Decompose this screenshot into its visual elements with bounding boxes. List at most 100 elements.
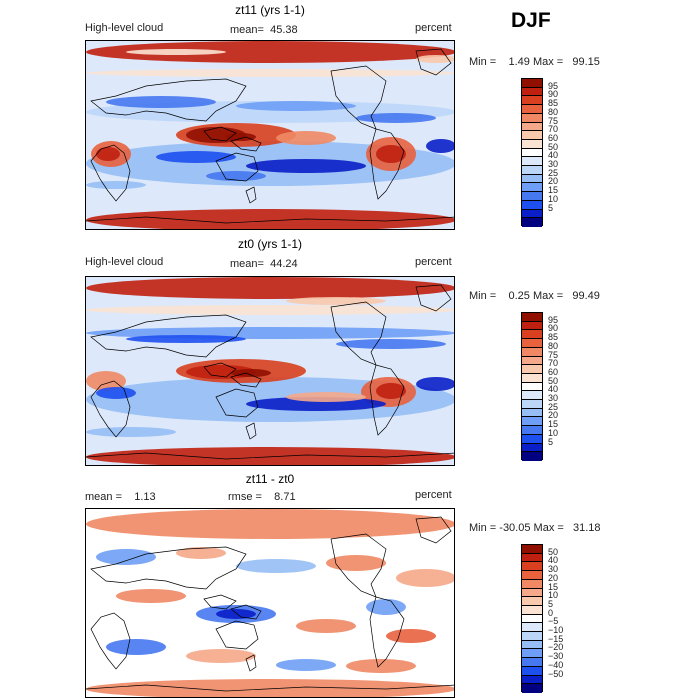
coastline — [215, 620, 259, 650]
colorbar-tick-label: 80 — [548, 106, 559, 117]
panel2-units: percent — [415, 256, 452, 268]
colorbar-cell — [522, 192, 542, 201]
field-contour-region — [86, 679, 454, 697]
colorbar-tick-label: 20 — [548, 410, 559, 421]
field-contour-region — [376, 145, 406, 163]
colorbar-cell — [522, 614, 542, 624]
panel1-map — [85, 40, 455, 230]
field-contour-region — [416, 55, 454, 63]
panel1-mean: mean= 45.38 — [230, 24, 298, 36]
field-contour-region — [86, 427, 176, 437]
colorbar-tick-label: 90 — [548, 89, 559, 100]
colorbar-tick-label: 70 — [548, 358, 559, 369]
field-contour-region — [236, 559, 316, 573]
colorbar-tick-label: 95 — [548, 314, 559, 325]
panel3-mean: mean = 1.13 — [85, 491, 156, 503]
colorbar-cell — [522, 605, 542, 615]
panel1-min-label: Min = — [469, 56, 497, 68]
field-contour-region — [276, 659, 336, 671]
field-contour-region — [126, 335, 246, 343]
panel1-min-value: 1.49 — [508, 56, 530, 68]
colorbar-tick-label: 10 — [548, 193, 559, 204]
coastline — [86, 684, 454, 692]
coastline — [245, 422, 257, 440]
field-contour-region — [396, 569, 454, 587]
field-contour-region — [96, 147, 120, 161]
colorbar-cell — [522, 391, 542, 401]
colorbar-tick-label: 50 — [548, 546, 559, 557]
colorbar-cell — [522, 339, 542, 348]
colorbar-cell — [522, 183, 542, 193]
field-contour-region — [96, 387, 136, 399]
colorbar-cell — [522, 209, 542, 219]
panel2-minmax: Min = 0.25 Max = 99.49 — [469, 290, 600, 302]
field-contour-region — [376, 383, 406, 399]
colorbar-cell — [522, 313, 542, 322]
panel2-coastlines — [86, 284, 454, 460]
colorbar-cell — [522, 321, 542, 331]
coastline — [369, 364, 405, 436]
coastline — [90, 546, 247, 590]
colorbar-tick-label: 25 — [548, 401, 559, 412]
coastline — [415, 516, 452, 544]
coastline — [90, 380, 131, 438]
colorbar-tick-label: 50 — [548, 141, 559, 152]
field-contour-region — [356, 113, 436, 123]
colorbar-cell — [522, 382, 542, 392]
panel1-minmax: Min = 1.49 Max = 99.15 — [469, 56, 600, 68]
field-contour-region — [116, 589, 186, 603]
colorbar-tick-label: 40 — [548, 150, 559, 161]
colorbar-tick-label: 20 — [548, 572, 559, 583]
colorbar-cell — [522, 96, 542, 106]
coastline — [369, 596, 405, 668]
panel3-rmse-value: 8.71 — [274, 491, 296, 503]
colorbar-cell — [522, 632, 542, 641]
colorbar-tick-label: 30 — [548, 159, 559, 170]
field-contour-region — [106, 639, 166, 655]
coastline — [230, 372, 262, 388]
colorbar-tick-label: −30 — [548, 651, 564, 662]
coastline — [86, 452, 454, 460]
colorbar-cell — [522, 579, 542, 589]
field-contour-region — [246, 159, 366, 173]
colorbar-cell — [522, 408, 542, 418]
colorbar-tick-label: 15 — [548, 419, 559, 430]
field-contour-region — [86, 181, 146, 189]
colorbar-cell — [522, 640, 542, 650]
colorbar-cell — [522, 365, 542, 374]
coastline — [203, 362, 237, 378]
colorbar-tick-label: 80 — [548, 340, 559, 351]
colorbar-cell — [522, 658, 542, 667]
panel1-mean-value: 45.38 — [270, 24, 298, 36]
field-contour-region — [216, 609, 256, 619]
coastline — [415, 48, 452, 76]
field-contour-region — [336, 339, 446, 349]
colorbar-tick-label: 90 — [548, 323, 559, 334]
coastline — [230, 604, 262, 620]
panel1-colorbar — [521, 78, 543, 227]
colorbar-tick-label: 5 — [548, 202, 554, 213]
panel2-field-blobs — [86, 277, 454, 465]
colorbar-cell — [522, 157, 542, 167]
field-contour-region — [86, 41, 454, 63]
colorbar-tick-label: 25 — [548, 167, 559, 178]
colorbar-tick-label: −15 — [548, 633, 564, 644]
panel1-field: High-level cloud — [85, 22, 164, 34]
colorbar-cell — [522, 87, 542, 97]
colorbar-tick-label: 75 — [548, 349, 559, 360]
coastline — [203, 594, 237, 610]
field-contour-region — [86, 69, 454, 77]
panel3-mean-value: 1.13 — [134, 491, 156, 503]
field-contour-region — [126, 49, 226, 55]
coastline — [90, 314, 247, 358]
panel2-map — [85, 276, 455, 466]
coastline — [245, 186, 257, 204]
field-contour-region — [186, 649, 256, 663]
colorbar-cell — [522, 443, 542, 453]
coastline — [90, 78, 247, 122]
coastline — [90, 144, 131, 202]
colorbar-cell — [522, 684, 542, 693]
panel3-min-label: Min = — [469, 522, 497, 534]
colorbar-cell — [522, 426, 542, 435]
panel3-map-svg — [86, 509, 454, 697]
